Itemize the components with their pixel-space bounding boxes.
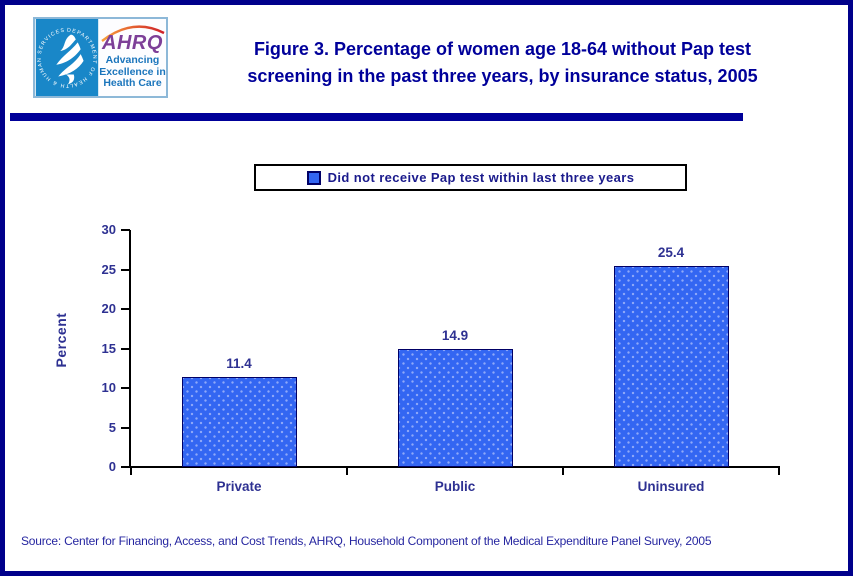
agency-logo: DEPARTMENT OF HEALTH & HUMAN SERVICES • …	[33, 17, 168, 98]
y-tick-label: 25	[101, 261, 116, 277]
y-tick-mark	[121, 268, 130, 271]
category-label: Private	[216, 479, 262, 494]
bar-value-label: 11.4	[226, 355, 252, 371]
category-label: Public	[434, 479, 476, 494]
y-tick-label: 30	[101, 222, 116, 237]
ahrq-tagline-line: Health Care	[103, 77, 162, 89]
source-note: Source: Center for Financing, Access, an…	[21, 534, 712, 548]
legend-marker-square	[306, 170, 321, 185]
ahrq-logo: AHRQ Advancing Excellence in Health Care	[99, 19, 166, 96]
ahrq-acronym: AHRQ	[102, 32, 163, 54]
y-tick-mark	[121, 229, 130, 231]
y-axis-line	[129, 230, 131, 468]
y-tick-mark	[121, 308, 130, 310]
figure-title: Figure 3. Percentage of women age 18-64 …	[165, 36, 840, 90]
legend-label: Did not receive Pap test within last thr…	[327, 170, 635, 185]
header-divider-bar	[10, 113, 743, 121]
x-tick-mark	[346, 468, 348, 475]
category-label: Uninsured	[637, 479, 705, 494]
y-tick-label: 15	[101, 340, 116, 356]
figure-title-line1: Figure 3. Percentage of women age 18-64 …	[253, 39, 752, 59]
bar-chart: Percent 0 5 10 15 20 25 30 11.4 Private 14.9 Publi…	[5, 5, 848, 571]
y-tick-label: 10	[101, 380, 116, 395]
x-tick-mark	[130, 468, 132, 475]
legend-box: Did not receive Pap test within last thr…	[254, 164, 687, 191]
y-tick-mark	[121, 347, 130, 350]
x-axis-line	[129, 466, 780, 468]
figure-title-line2: screening in the past three years, by in…	[247, 66, 758, 86]
y-tick-mark	[121, 466, 130, 468]
y-axis-title: Percent	[53, 312, 69, 368]
y-tick-label: 5	[108, 419, 116, 435]
bar-uninsured	[614, 266, 729, 467]
bar-public	[398, 349, 513, 467]
bar-value-label: 25.4	[657, 245, 685, 261]
ahrq-swoosh-icon	[100, 25, 165, 42]
x-tick-mark	[778, 468, 780, 475]
x-tick-mark	[562, 468, 564, 475]
bar-private	[182, 377, 297, 467]
y-tick-label: 0	[108, 459, 116, 474]
ahrq-tagline-line: Excellence in	[99, 65, 166, 78]
hhs-eagle-icon: DEPARTMENT OF HEALTH & HUMAN SERVICES • …	[35, 19, 99, 96]
y-tick-label: 20	[101, 301, 116, 316]
bar-value-label: 14.9	[441, 328, 469, 344]
y-tick-mark	[121, 426, 130, 429]
ahrq-tagline: Advancing Excellence in Health Care	[99, 54, 166, 90]
y-tick-mark	[121, 387, 130, 389]
ahrq-tagline-line: Advancing	[105, 54, 160, 66]
